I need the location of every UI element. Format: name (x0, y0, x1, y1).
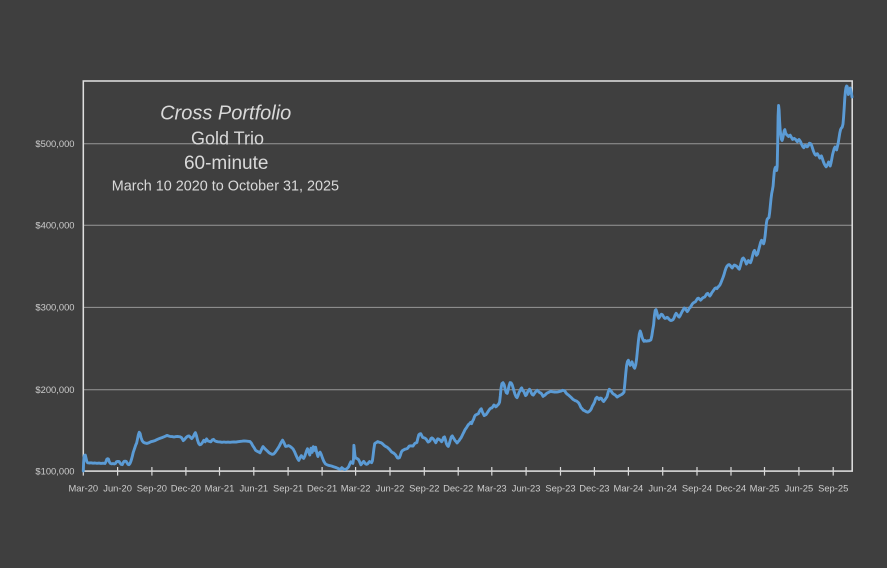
svg-text:Sep-21: Sep-21 (273, 483, 303, 494)
svg-text:Dec-20: Dec-20 (171, 483, 201, 494)
svg-text:Sep-20: Sep-20 (137, 483, 167, 494)
svg-text:Sep-23: Sep-23 (545, 483, 575, 494)
svg-text:$200,000: $200,000 (35, 384, 74, 395)
svg-text:Mar-21: Mar-21 (205, 483, 235, 494)
svg-text:Jun-23: Jun-23 (512, 483, 541, 494)
svg-text:March 10 2020 to October 31, 2: March 10 2020 to October 31, 2025 (112, 178, 339, 194)
svg-text:Sep-22: Sep-22 (409, 483, 439, 494)
svg-text:Mar-23: Mar-23 (477, 483, 507, 494)
svg-text:Gold Trio: Gold Trio (191, 128, 264, 148)
svg-text:Jun-25: Jun-25 (785, 483, 814, 494)
svg-text:Jun-24: Jun-24 (648, 483, 677, 494)
svg-text:Sep-24: Sep-24 (682, 483, 712, 494)
svg-text:60-minute: 60-minute (184, 153, 269, 174)
svg-text:Dec-21: Dec-21 (307, 483, 337, 494)
svg-text:Mar-25: Mar-25 (750, 483, 780, 494)
svg-text:Dec-24: Dec-24 (716, 483, 746, 494)
svg-text:Dec-22: Dec-22 (443, 483, 473, 494)
svg-text:Sep-25: Sep-25 (818, 483, 848, 494)
svg-text:$300,000: $300,000 (35, 302, 74, 313)
svg-text:Cross Portfolio: Cross Portfolio (160, 102, 291, 124)
svg-text:Jun-20: Jun-20 (103, 483, 132, 494)
svg-text:Mar-20: Mar-20 (68, 483, 98, 494)
svg-text:Mar-22: Mar-22 (341, 483, 371, 494)
svg-text:Jun-22: Jun-22 (376, 483, 405, 494)
svg-text:$100,000: $100,000 (35, 465, 74, 476)
svg-text:$400,000: $400,000 (35, 220, 74, 231)
svg-text:$500,000: $500,000 (35, 138, 74, 149)
svg-text:Jun-21: Jun-21 (239, 483, 268, 494)
svg-text:Mar-24: Mar-24 (614, 483, 644, 494)
svg-text:Dec-23: Dec-23 (579, 483, 609, 494)
